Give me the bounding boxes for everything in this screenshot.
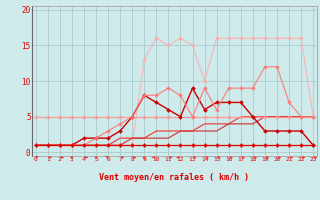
X-axis label: Vent moyen/en rafales ( km/h ): Vent moyen/en rafales ( km/h ) (100, 174, 249, 182)
